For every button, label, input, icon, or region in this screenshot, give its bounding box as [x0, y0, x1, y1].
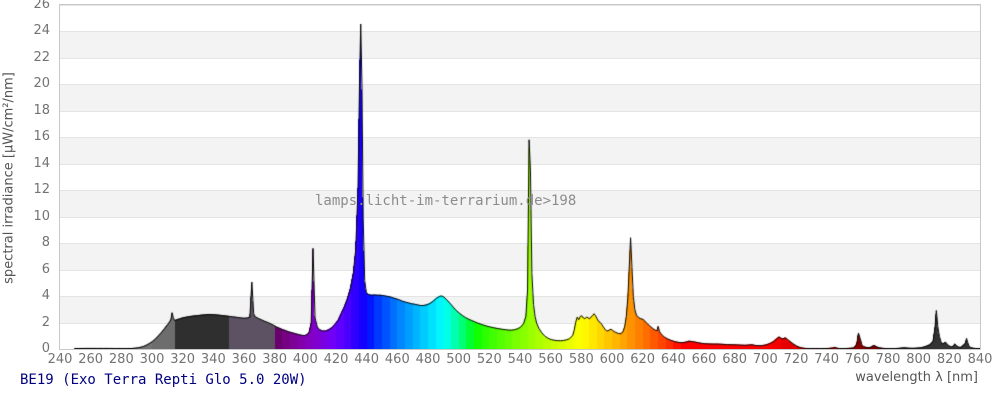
- chart-caption: BE19 (Exo Terra Repti Glo 5.0 20W): [20, 372, 307, 388]
- x-tick-label: 640: [660, 352, 686, 367]
- x-tick-label: 440: [354, 352, 380, 367]
- x-tick-label: 380: [262, 352, 288, 367]
- x-tick-label: 420: [323, 352, 349, 367]
- x-tick-label: 580: [568, 352, 594, 367]
- y-tick-label: 22: [33, 49, 50, 65]
- x-tick-label: 740: [814, 352, 840, 367]
- x-tick-label: 820: [936, 352, 962, 367]
- x-tick-label: 540: [507, 352, 533, 367]
- y-tick-label: 12: [33, 182, 50, 198]
- x-tick-label: 320: [170, 352, 196, 367]
- x-axis-title: wavelength λ [nm]: [855, 370, 978, 385]
- x-tick-label: 500: [446, 352, 472, 367]
- x-tick-label: 660: [691, 352, 717, 367]
- y-tick-label: 16: [33, 129, 50, 145]
- x-tick-label: 720: [783, 352, 809, 367]
- watermark-text: lamps.licht-im-terrarium.de>198: [315, 193, 577, 209]
- y-tick-label: 8: [41, 235, 50, 251]
- y-tick-label: 4: [41, 288, 50, 304]
- y-tick-label: 0: [41, 341, 50, 356]
- y-tick-label: 10: [33, 208, 50, 224]
- x-tick-label: 600: [599, 352, 625, 367]
- x-tick-label: 680: [722, 352, 748, 367]
- x-tick-label: 260: [78, 352, 104, 367]
- x-tick-label: 340: [200, 352, 226, 367]
- x-tick-label: 480: [415, 352, 441, 367]
- x-tick-label: 300: [139, 352, 165, 367]
- spectrum-area-curve: [60, 5, 980, 349]
- x-tick-label: 520: [476, 352, 502, 367]
- x-tick-label: 760: [844, 352, 870, 367]
- y-tick-label: 2: [41, 314, 50, 330]
- y-tick-label: 26: [33, 0, 50, 12]
- y-tick-label: 14: [33, 155, 50, 171]
- x-tick-label: 700: [752, 352, 778, 367]
- x-tick-label: 400: [292, 352, 318, 367]
- x-tick-label: 620: [630, 352, 656, 367]
- x-tick-label: 800: [906, 352, 932, 367]
- x-tick-label: 560: [538, 352, 564, 367]
- y-tick-label: 6: [41, 261, 50, 277]
- x-tick-label: 280: [108, 352, 134, 367]
- x-tick-label: 840: [967, 352, 993, 367]
- x-tick-label: 460: [384, 352, 410, 367]
- x-tick-label: 240: [47, 352, 73, 367]
- y-tick-label: 18: [33, 102, 50, 118]
- x-tick-label: 360: [231, 352, 257, 367]
- x-tick-label: 780: [875, 352, 901, 367]
- y-tick-label: 24: [33, 23, 50, 39]
- plot-area: [59, 4, 981, 350]
- y-tick-label: 20: [33, 76, 50, 92]
